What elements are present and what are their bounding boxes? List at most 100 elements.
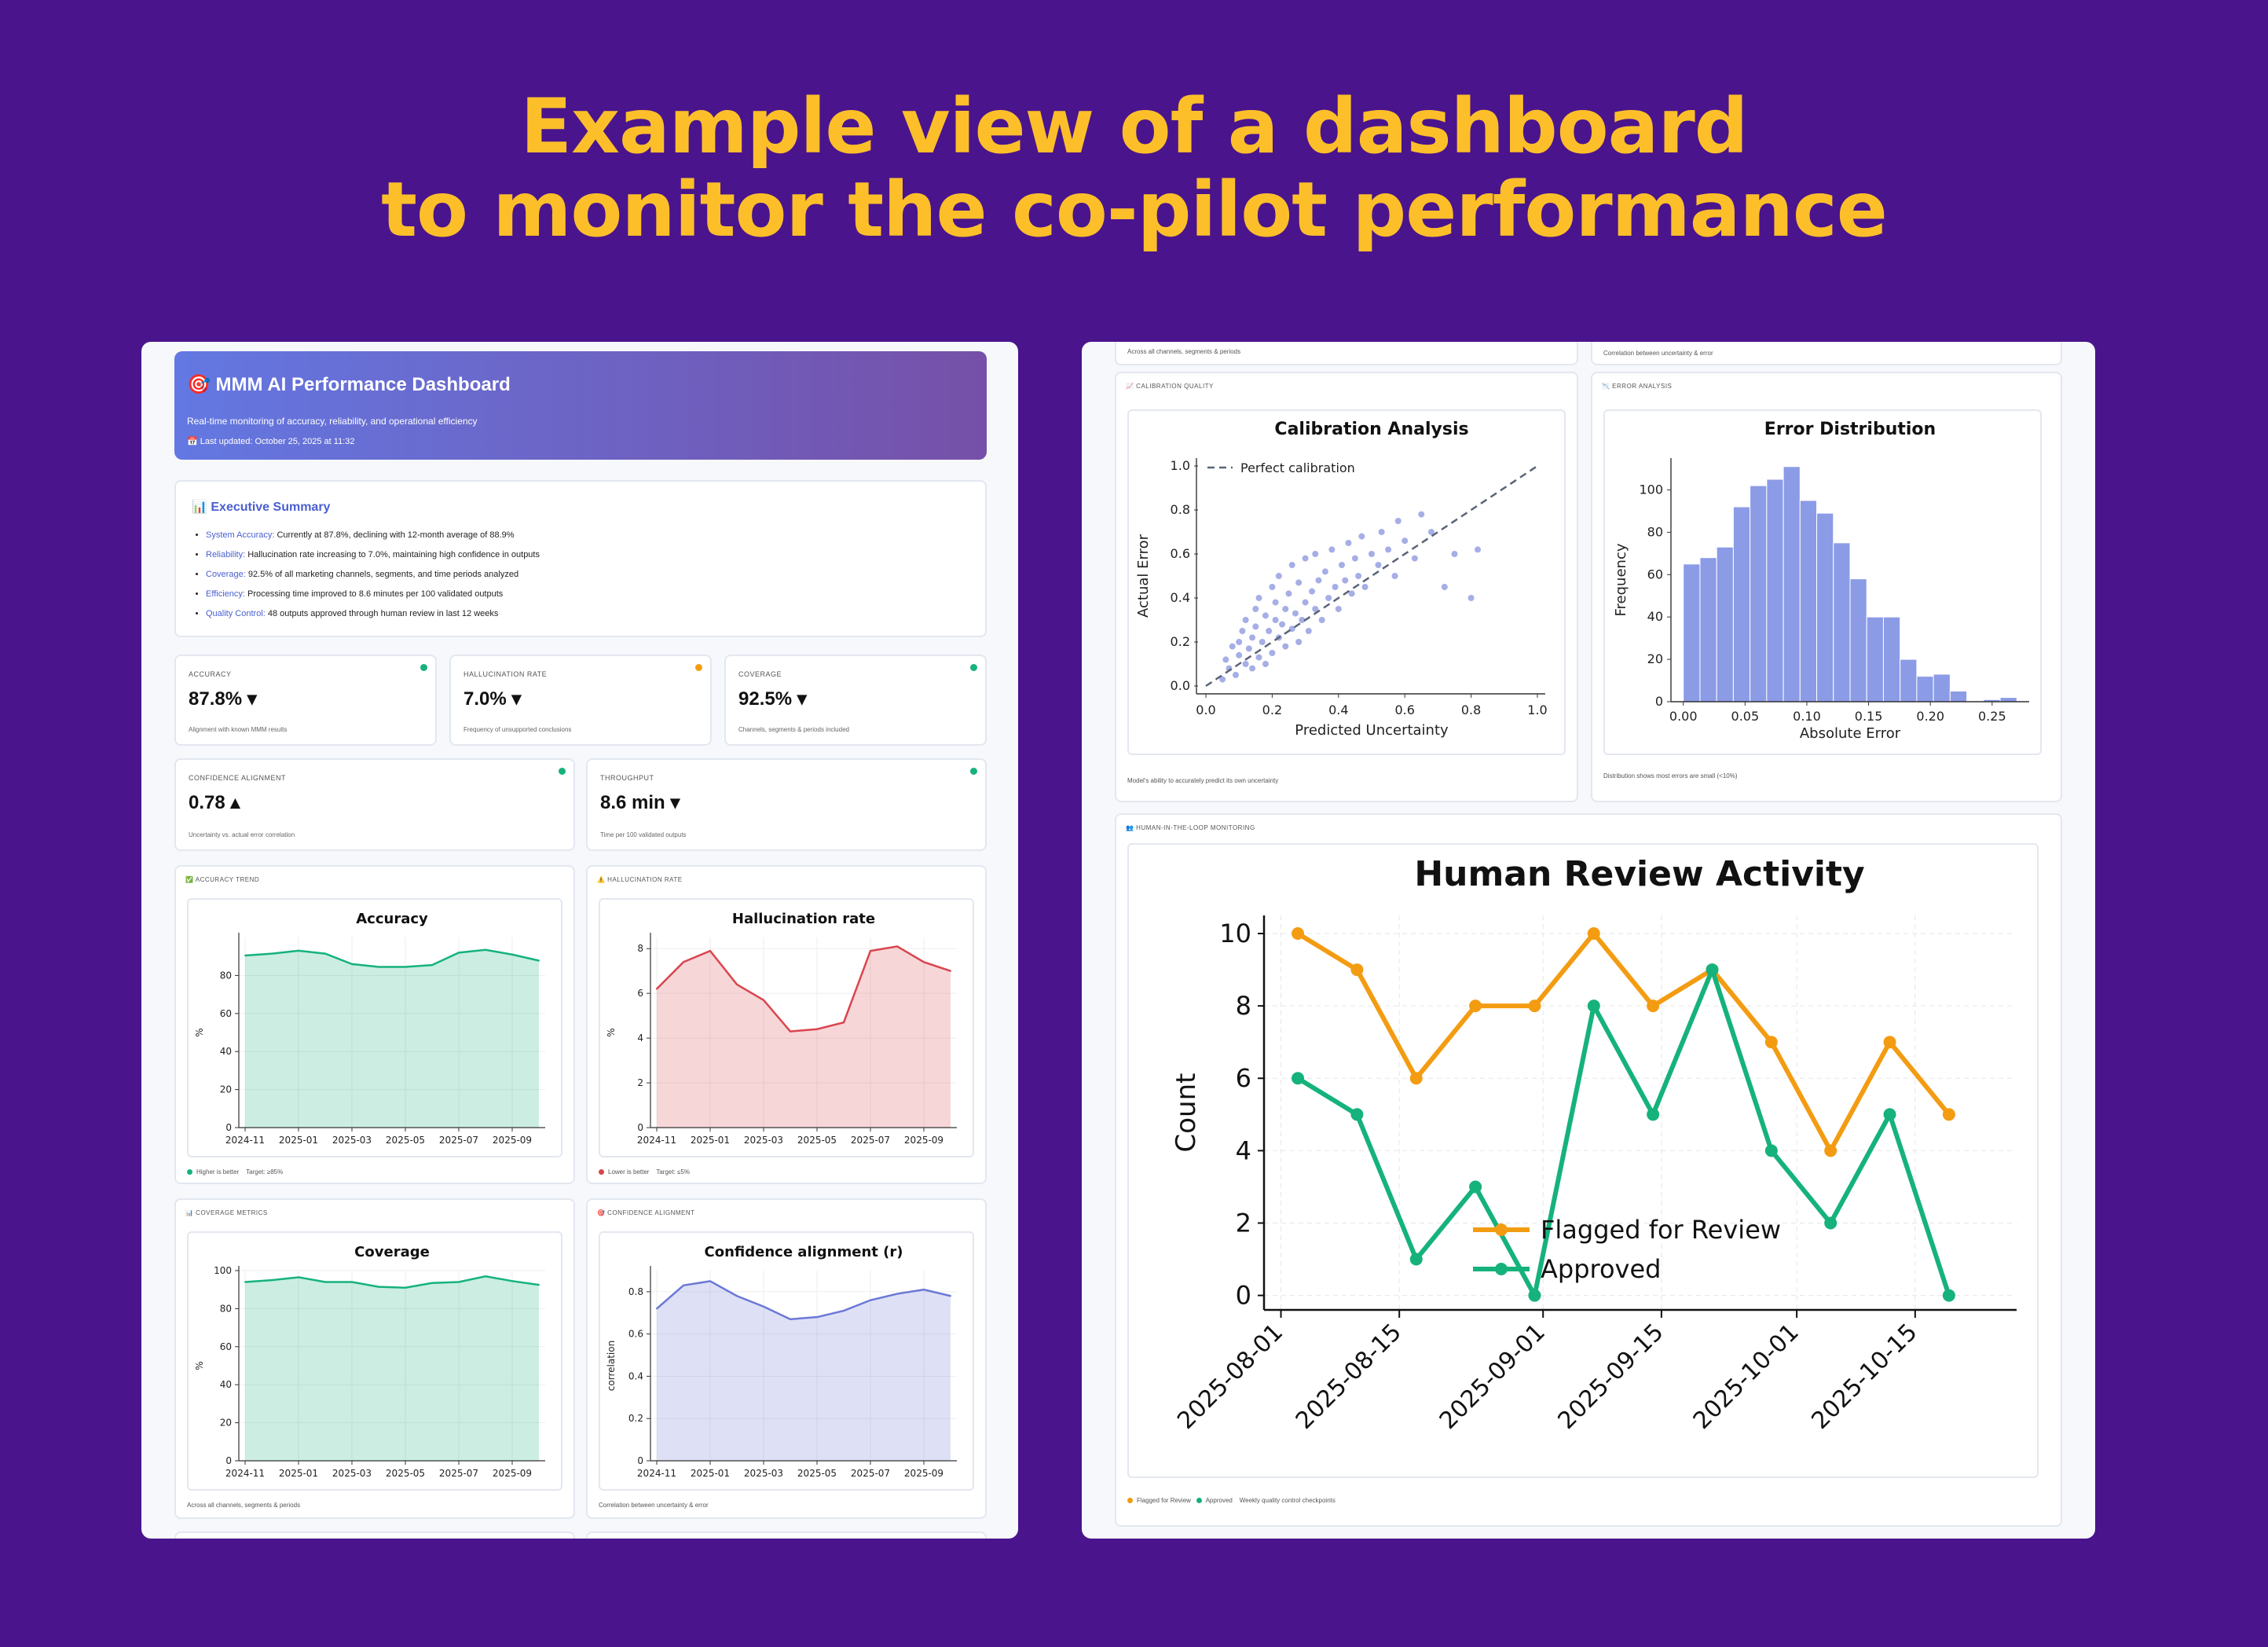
data-point [511, 1280, 513, 1282]
histogram-bar [1783, 466, 1801, 702]
scatter-point [1328, 546, 1336, 553]
confidence-alignment-section: 🎯 CONFIDENCE ALIGNMENT Confidence alignm… [586, 1198, 987, 1519]
x-tick-label: 0.6 [1394, 702, 1414, 717]
section-footer: Correlation between uncertainty & error [1603, 350, 1713, 357]
scatter-point [1269, 650, 1276, 656]
kpi-card-hallucination[interactable]: HALLUCINATION RATE 7.0% ▾ Frequency of u… [449, 655, 712, 746]
scatter-point [1318, 617, 1325, 623]
y-tick-label: 4 [1236, 1135, 1251, 1165]
section-footer: Lower is better Target: ≤5% [599, 1168, 690, 1176]
scatter-point [1335, 606, 1342, 612]
data-point [1764, 1036, 1778, 1049]
y-tick-label: 6 [637, 988, 643, 999]
scatter-point [1411, 555, 1418, 562]
section-label: ✅ ACCURACY TREND [185, 876, 260, 883]
summary-text: Hallucination rate increasing to 7.0%, m… [245, 550, 540, 559]
scatter-point [1236, 639, 1243, 645]
data-point [458, 1281, 460, 1283]
data-point [1292, 1072, 1305, 1085]
scatter-point [1272, 617, 1279, 623]
kpi-card-throughput[interactable]: THROUGHPUT 8.6 min ▾ Time per 100 valida… [586, 758, 987, 851]
x-tick-label: 0.25 [1978, 709, 2006, 724]
scatter-point [1279, 621, 1286, 628]
data-point [485, 948, 486, 951]
x-tick-label: 2025-01 [691, 1135, 730, 1146]
x-tick-label: 0.20 [1916, 709, 1944, 724]
x-tick-label: 2025-10-15 [1806, 1319, 1922, 1435]
chart-title: Hallucination rate [732, 911, 875, 927]
kpi-card-coverage[interactable]: COVERAGE 92.5% ▾ Channels, segments & pe… [724, 655, 987, 746]
legend-label: Approved [1541, 1254, 1661, 1284]
page-headline: Example view of a dashboard to monitor t… [0, 85, 2268, 251]
y-tick-label: 0.4 [628, 1370, 643, 1381]
scatter-point [1375, 562, 1382, 568]
data-point [763, 999, 764, 1001]
kpi-card-confidence[interactable]: CONFIDENCE ALIGNMENT 0.78 ▴ Uncertainty … [174, 758, 575, 851]
data-point [950, 970, 951, 972]
series-line [1296, 931, 1951, 1154]
section-footer: Higher is better Target: ≥85% [187, 1168, 283, 1176]
data-point [896, 945, 898, 948]
scatter-point [1368, 551, 1375, 557]
scatter-point [1255, 654, 1262, 661]
scatter-point [1309, 588, 1316, 595]
data-point [431, 1282, 433, 1284]
y-tick-label: 8 [637, 943, 643, 954]
next-section-card-left [174, 1531, 575, 1539]
data-point [790, 1318, 791, 1320]
error-chart-frame: Error Distribution 0 20 40 60 80 100 0.00 0.05 0.… [1603, 409, 2042, 755]
data-point [1528, 1000, 1541, 1013]
data-point [1469, 1000, 1482, 1013]
chart-title: Coverage [354, 1244, 430, 1260]
x-tick-label: 2025-07 [851, 1468, 890, 1479]
area-fill [245, 1276, 539, 1461]
series-line [1296, 967, 1951, 1298]
kpi-value: 8.6 min ▾ [600, 792, 680, 813]
section-label: 👥 HUMAN-IN-THE-LOOP MONITORING [1126, 824, 1255, 831]
data-point [1764, 1144, 1778, 1157]
y-tick-label: 0.0 [1171, 678, 1190, 693]
histogram-bar [1816, 512, 1834, 702]
executive-summary-title: 📊 Executive Summary [192, 501, 331, 514]
x-tick-label: 2025-09 [904, 1468, 943, 1479]
kpi-value: 7.0% ▾ [463, 688, 522, 710]
summary-key: Quality Control: [206, 609, 266, 618]
x-tick-label: 2025-09-01 [1434, 1319, 1551, 1435]
series-line [244, 1275, 540, 1289]
y-tick-label: 80 [1647, 524, 1663, 539]
y-tick-label: 60 [220, 1008, 232, 1019]
data-point [298, 949, 299, 952]
summary-item: Quality Control: 48 outputs approved thr… [206, 604, 540, 624]
footer-note: Lower is better [608, 1168, 650, 1176]
summary-key: Efficiency: [206, 589, 245, 599]
confidence-chart-frame: Confidence alignment (r) 0 0.2 0.4 0.6 0.8 202… [599, 1231, 974, 1491]
kpi-card-accuracy[interactable]: ACCURACY 87.8% ▾ Alignment with known MM… [174, 655, 437, 746]
x-tick-label: 2025-05 [797, 1468, 837, 1479]
scatter-point [1315, 577, 1322, 584]
data-point [1824, 1144, 1837, 1157]
x-tick-label: 0.8 [1461, 702, 1481, 717]
histogram-bar [1882, 616, 1901, 702]
y-tick-label: 0.8 [1171, 502, 1190, 517]
x-tick-label: 2024-11 [637, 1135, 676, 1146]
data-point [405, 1286, 406, 1289]
data-point [351, 1281, 353, 1283]
headline-line-2: to monitor the co-pilot performance [381, 166, 1888, 254]
section-footer: Correlation between uncertainty & error [599, 1502, 709, 1509]
histogram-bar [1750, 485, 1768, 702]
review-chart-frame: Human Review Activity 0 2 4 6 8 10 2025-08-01 20… [1127, 843, 2039, 1478]
x-tick-label: 0.4 [1328, 702, 1348, 717]
y-tick-label: 0 [1655, 694, 1663, 709]
chart-title: Accuracy [356, 911, 428, 927]
x-tick-label: 2025-01 [691, 1468, 730, 1479]
last-updated: 📅 Last updated: October 25, 2025 at 11:3… [187, 437, 355, 446]
scatter-point [1285, 590, 1292, 597]
data-point [843, 1310, 845, 1312]
scatter-point [1312, 606, 1319, 612]
data-point [458, 952, 460, 954]
scatter-point [1299, 617, 1306, 623]
calibration-chart: Calibration Analysis 0.0 0.0 0.2 0.2 0.4 0.4 0.… [1135, 420, 1548, 739]
y-tick-label: 0.6 [1171, 546, 1190, 561]
data-point [896, 1293, 898, 1295]
data-point [431, 964, 433, 967]
